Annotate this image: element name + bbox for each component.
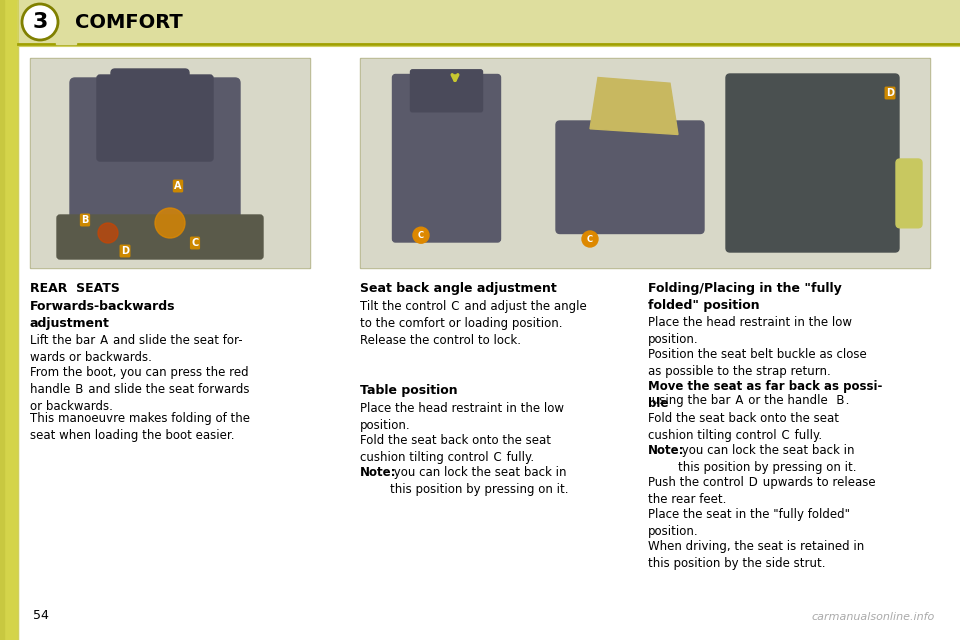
Text: 3: 3 (33, 12, 48, 32)
FancyBboxPatch shape (556, 121, 704, 234)
Text: Table position: Table position (360, 384, 458, 397)
Text: you can lock the seat back in
this position by pressing on it.: you can lock the seat back in this posit… (390, 466, 568, 496)
Text: Lift the bar  A  and slide the seat for-
wards or backwards.: Lift the bar A and slide the seat for- w… (30, 334, 243, 364)
Text: This manoeuvre makes folding of the
seat when loading the boot easier.: This manoeuvre makes folding of the seat… (30, 412, 250, 442)
Text: C: C (191, 238, 199, 248)
FancyBboxPatch shape (896, 159, 922, 228)
Text: Forwards-backwards
adjustment: Forwards-backwards adjustment (30, 300, 176, 330)
Bar (0, 0, 4, 640)
Text: Seat back angle adjustment: Seat back angle adjustment (360, 282, 557, 295)
Text: A: A (175, 181, 181, 191)
Text: Fold the seat back onto the seat
cushion tilting control  C  fully.: Fold the seat back onto the seat cushion… (360, 434, 551, 464)
Bar (360, 58, 930, 268)
Circle shape (582, 231, 598, 247)
Bar (31, 59, 309, 267)
Text: From the boot, you can press the red
handle  B  and slide the seat forwards
or b: From the boot, you can press the red han… (30, 366, 250, 413)
Bar (361, 59, 929, 267)
Text: Push the control  D  upwards to release
the rear feet.: Push the control D upwards to release th… (648, 476, 876, 506)
Bar (18, 0, 960, 44)
Text: When driving, the seat is retained in
this position by the side strut.: When driving, the seat is retained in th… (648, 540, 864, 570)
FancyBboxPatch shape (411, 70, 483, 112)
Circle shape (155, 208, 185, 238)
FancyBboxPatch shape (111, 69, 189, 107)
Text: Folding/Placing in the "fully
folded" position: Folding/Placing in the "fully folded" po… (648, 282, 842, 312)
Text: carmanualsonline.info: carmanualsonline.info (812, 612, 935, 622)
Circle shape (98, 223, 118, 243)
Polygon shape (590, 77, 678, 134)
FancyBboxPatch shape (393, 74, 500, 242)
Text: Position the seat belt buckle as close
as possible to the strap return.: Position the seat belt buckle as close a… (648, 348, 867, 378)
FancyBboxPatch shape (70, 78, 240, 248)
Text: Tilt the control  C  and adjust the angle
to the comfort or loading position.: Tilt the control C and adjust the angle … (360, 300, 587, 330)
FancyBboxPatch shape (97, 75, 213, 161)
Circle shape (22, 4, 58, 40)
Text: C: C (587, 234, 593, 243)
Polygon shape (56, 0, 76, 44)
Circle shape (413, 227, 429, 243)
Text: Note:: Note: (360, 466, 396, 479)
FancyBboxPatch shape (57, 215, 263, 259)
FancyBboxPatch shape (726, 74, 899, 252)
Text: Place the head restraint in the low
position.: Place the head restraint in the low posi… (360, 402, 564, 432)
Text: B: B (82, 215, 88, 225)
Text: COMFORT: COMFORT (75, 13, 182, 31)
Text: Move the seat as far back as possi-
ble: Move the seat as far back as possi- ble (648, 380, 882, 410)
Text: D: D (121, 246, 129, 256)
Text: Fold the seat back onto the seat
cushion tilting control  C  fully.: Fold the seat back onto the seat cushion… (648, 412, 839, 442)
Text: Place the head restraint in the low
position.: Place the head restraint in the low posi… (648, 316, 852, 346)
Text: 54: 54 (33, 609, 49, 622)
Bar (0, 0, 18, 640)
Text: C: C (418, 230, 424, 240)
Text: Place the seat in the "fully folded"
position.: Place the seat in the "fully folded" pos… (648, 508, 850, 538)
Text: you can lock the seat back in
this position by pressing on it.: you can lock the seat back in this posit… (678, 444, 856, 474)
Bar (30, 58, 310, 268)
Text: using the bar  A  or the handle   B .: using the bar A or the handle B . (648, 394, 850, 407)
Text: REAR  SEATS: REAR SEATS (30, 282, 120, 295)
Text: D: D (886, 88, 894, 98)
Text: Release the control to lock.: Release the control to lock. (360, 334, 521, 347)
Text: Note:: Note: (648, 444, 684, 457)
